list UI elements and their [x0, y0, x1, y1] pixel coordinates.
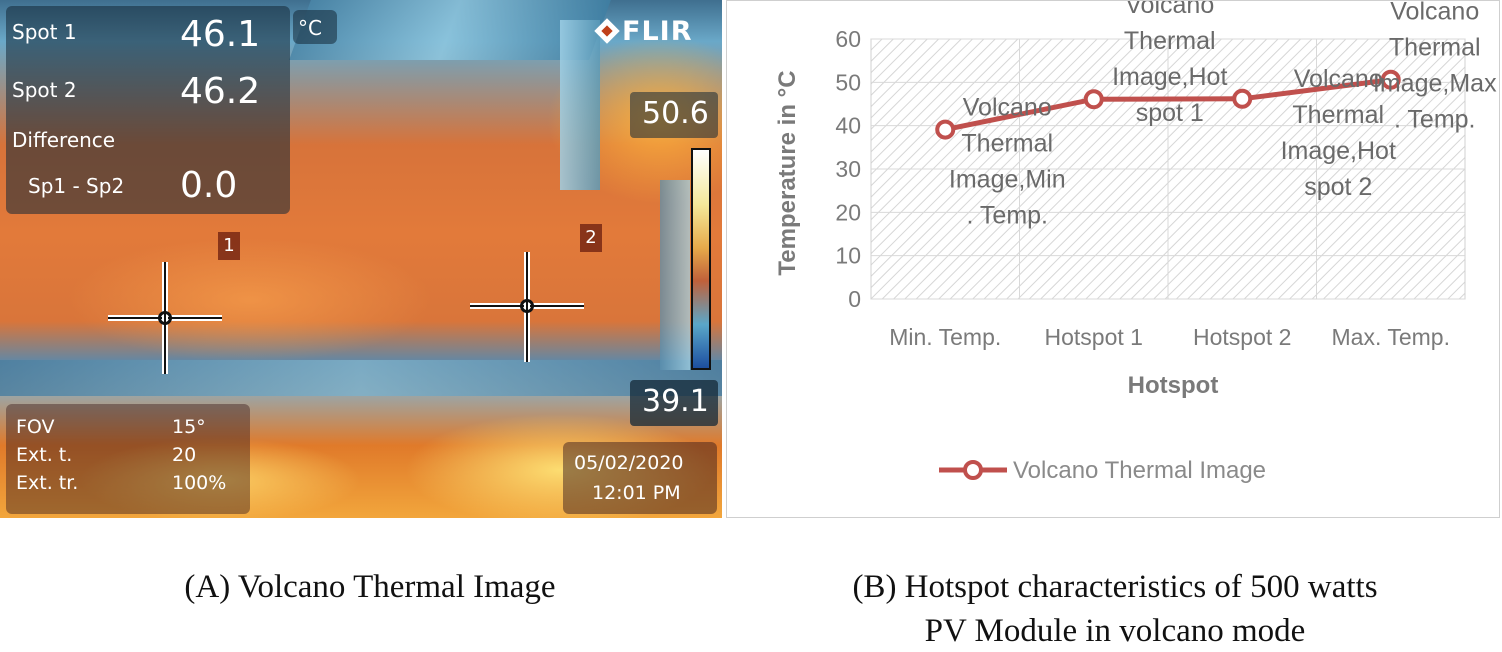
- legend-series-name: Volcano Thermal Image: [1013, 457, 1266, 484]
- data-label: Volcano Thermal Image,Hot spot 1: [1112, 1, 1227, 127]
- time-text: 12:01 PM: [592, 482, 681, 504]
- data-label: Volcano Thermal Image,Max. Temp.: [1373, 1, 1497, 134]
- data-point: [935, 119, 956, 140]
- x-tick-label: Max. Temp.: [1332, 324, 1450, 350]
- module-edge-band: [0, 360, 722, 396]
- y-tick-label: 0: [848, 286, 861, 312]
- sp1-sp2-label: Sp1 - Sp2: [28, 174, 125, 198]
- module-side-band: [660, 180, 690, 370]
- params-box: [6, 404, 250, 514]
- color-scale-bar: [691, 148, 711, 370]
- y-tick-label: 20: [835, 199, 861, 225]
- y-axis-ticks: 0 10 20 30 40 50 60: [835, 26, 861, 312]
- y-axis-title: Temperature in °C: [774, 70, 801, 275]
- x-tick-label: Hotspot 2: [1193, 324, 1291, 350]
- spot-readout-box: [6, 6, 290, 214]
- legend-marker-swatch: [963, 460, 983, 480]
- spot-marker-2: 2: [580, 224, 602, 252]
- datetime-box: [563, 442, 717, 514]
- spot1-label: Spot 1: [12, 20, 77, 44]
- y-tick-label: 50: [835, 69, 861, 95]
- hotspot-chart: 0 10 20 30 40 50 60 Min. Temp. Hotspot 1 Hotspot…: [774, 1, 1497, 484]
- panel-edge-band: [560, 20, 600, 190]
- ext-t-label: Ext. t.: [16, 444, 73, 466]
- caption-a: (A) Volcano Thermal Image: [184, 569, 556, 605]
- x-axis-title: Hotspot: [1128, 372, 1219, 399]
- scale-min-box: [630, 380, 718, 426]
- data-point: [1232, 88, 1253, 109]
- fov-value: 15°: [172, 416, 206, 438]
- difference-label: Difference: [12, 128, 116, 152]
- spot1-value: 46.1: [180, 14, 261, 55]
- legend: Volcano Thermal Image: [939, 457, 1266, 484]
- date-text: 05/02/2020: [574, 452, 684, 474]
- ext-tr-label: Ext. tr.: [16, 472, 79, 494]
- hotspot-chart-panel: 0 10 20 30 40 50 60 Min. Temp. Hotspot 1 Hotspot…: [726, 0, 1500, 518]
- spot2-label: Spot 2: [12, 78, 77, 102]
- spot2-value: 46.2: [180, 71, 261, 112]
- scale-max-box: [630, 92, 718, 138]
- unit-box: [293, 10, 337, 44]
- x-tick-label: Hotspot 1: [1045, 324, 1143, 350]
- x-axis-ticks: Min. Temp. Hotspot 1 Hotspot 2 Max. Temp.: [889, 324, 1450, 350]
- caption-b-line2: PV Module in volcano mode: [924, 613, 1306, 649]
- y-tick-label: 40: [835, 113, 861, 139]
- series-volcano-thermal-image: [935, 69, 1401, 140]
- spot-marker-1: 1: [218, 232, 240, 260]
- data-labels: Volcano Thermal Image,Min. Temp. Volcano The…: [949, 1, 1497, 230]
- difference-value: 0.0: [180, 165, 238, 206]
- series-line: [944, 77, 1392, 133]
- y-tick-label: 60: [835, 26, 861, 52]
- scale-min-value: 39.1: [642, 384, 709, 419]
- data-label: Volcano Thermal Image,Hot spot 2: [1281, 65, 1396, 201]
- fov-label: FOV: [16, 416, 55, 438]
- data-label: Volcano Thermal Image,Min. Temp.: [949, 94, 1066, 230]
- ext-t-value: 20: [172, 444, 197, 466]
- data-point: [1083, 89, 1104, 110]
- unit-label: °C: [298, 16, 322, 40]
- ext-tr-value: 100%: [172, 472, 227, 494]
- thermal-image-panel: Spot 1 46.1 Spot 2 46.2 Difference Sp1 -…: [0, 0, 722, 518]
- flir-logo-icon: [594, 18, 620, 44]
- y-tick-label: 30: [835, 156, 861, 182]
- scale-max-value: 50.6: [642, 96, 709, 131]
- y-tick-label: 10: [835, 243, 861, 269]
- caption-b-line1: (B) Hotspot characteristics of 500 watts: [852, 569, 1378, 605]
- data-point: [1380, 69, 1401, 90]
- flir-brand-text: FLIR: [622, 16, 693, 47]
- x-tick-label: Min. Temp.: [889, 324, 1001, 350]
